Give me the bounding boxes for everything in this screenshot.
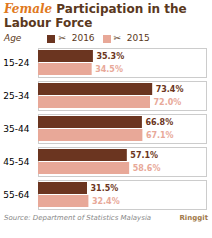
svg-text:35-44: 35-44 — [3, 124, 29, 134]
html-text:✂ 2016: ✂ 2016 — [58, 33, 95, 43]
svg-text:73.4%: 73.4% — [156, 85, 184, 94]
svg-text:25-34: 25-34 — [3, 91, 29, 101]
svg-text:67.1%: 67.1% — [146, 131, 174, 140]
svg-text:35.3%: 35.3% — [96, 52, 124, 61]
html-text:Age: Age — [4, 33, 22, 43]
svg-text:32.4%: 32.4% — [92, 197, 120, 206]
svg-text:58.6%: 58.6% — [133, 164, 161, 173]
svg-text:34.5%: 34.5% — [95, 65, 123, 74]
svg-text:66.8%: 66.8% — [145, 118, 173, 127]
html-text:✂ 2015: ✂ 2015 — [113, 33, 150, 43]
svg-text:45-54: 45-54 — [3, 157, 29, 167]
html-text:Source: Department of Statisti: Source: Department of Statistics Malaysi… — [4, 214, 152, 222]
svg-text:15-24: 15-24 — [3, 58, 29, 68]
svg-text:72.0%: 72.0% — [154, 98, 182, 107]
svg-text:57.1%: 57.1% — [130, 151, 158, 160]
html-text:Ringgit: Ringgit — [179, 214, 208, 222]
svg-text:55-64: 55-64 — [3, 190, 29, 200]
svg-text:31.5%: 31.5% — [91, 184, 119, 193]
html-text:Female Participation in the La: Female Participation in the Labour Force — [4, 2, 187, 30]
